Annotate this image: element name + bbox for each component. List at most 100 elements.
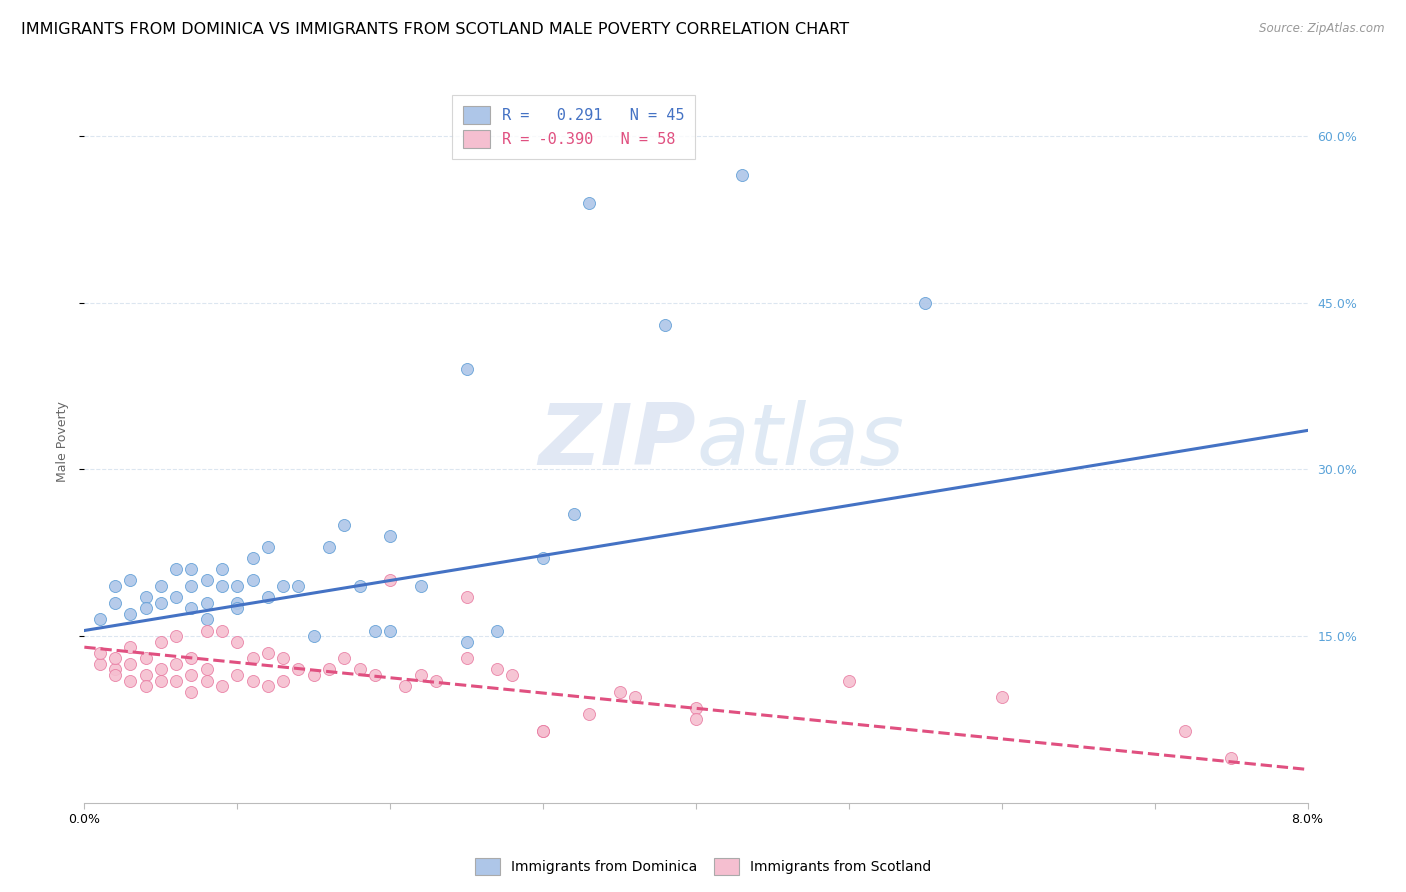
Point	[425, 673, 447, 688]
Point	[195, 662, 218, 676]
Point	[409, 668, 432, 682]
Point	[349, 662, 371, 676]
Point	[180, 601, 202, 615]
Point	[226, 668, 249, 682]
Point	[180, 579, 202, 593]
Point	[242, 574, 264, 588]
Point	[135, 668, 157, 682]
Point	[380, 574, 402, 588]
Point	[685, 701, 707, 715]
Point	[104, 596, 127, 610]
Point	[409, 579, 432, 593]
Point	[104, 668, 127, 682]
Point	[302, 629, 325, 643]
Legend: Immigrants from Dominica, Immigrants from Scotland: Immigrants from Dominica, Immigrants fro…	[470, 853, 936, 880]
Point	[89, 646, 111, 660]
Point	[165, 673, 187, 688]
Point	[333, 651, 356, 665]
Point	[89, 612, 111, 626]
Point	[165, 657, 187, 671]
Point	[257, 590, 280, 604]
Point	[165, 629, 187, 643]
Point	[104, 579, 127, 593]
Point	[211, 562, 233, 576]
Point	[531, 551, 554, 566]
Text: ZIP: ZIP	[538, 400, 696, 483]
Point	[578, 195, 600, 210]
Point	[394, 679, 416, 693]
Point	[226, 596, 249, 610]
Point	[120, 673, 142, 688]
Legend: R =   0.291   N = 45, R = -0.390   N = 58: R = 0.291 N = 45, R = -0.390 N = 58	[451, 95, 696, 159]
Point	[180, 668, 202, 682]
Point	[135, 601, 157, 615]
Point	[180, 684, 202, 698]
Point	[211, 624, 233, 638]
Point	[1220, 751, 1243, 765]
Point	[120, 607, 142, 621]
Point	[165, 562, 187, 576]
Text: Source: ZipAtlas.com: Source: ZipAtlas.com	[1260, 22, 1385, 36]
Point	[914, 295, 936, 310]
Point	[578, 706, 600, 721]
Point	[271, 579, 294, 593]
Point	[318, 662, 340, 676]
Point	[257, 540, 280, 554]
Point	[226, 579, 249, 593]
Point	[226, 601, 249, 615]
Point	[685, 713, 707, 727]
Point	[242, 551, 264, 566]
Point	[1174, 723, 1197, 738]
Point	[287, 579, 309, 593]
Point	[149, 579, 172, 593]
Point	[333, 517, 356, 532]
Y-axis label: Male Poverty: Male Poverty	[56, 401, 69, 482]
Point	[531, 723, 554, 738]
Point	[195, 574, 218, 588]
Point	[531, 723, 554, 738]
Point	[456, 634, 478, 648]
Point	[456, 362, 478, 376]
Point	[287, 662, 309, 676]
Point	[149, 673, 172, 688]
Point	[486, 662, 509, 676]
Point	[991, 690, 1014, 705]
Point	[364, 668, 387, 682]
Point	[135, 679, 157, 693]
Point	[195, 596, 218, 610]
Point	[195, 612, 218, 626]
Point	[654, 318, 676, 332]
Point	[135, 651, 157, 665]
Point	[135, 590, 157, 604]
Text: atlas: atlas	[696, 400, 904, 483]
Point	[149, 596, 172, 610]
Point	[120, 574, 142, 588]
Point	[318, 540, 340, 554]
Point	[609, 684, 631, 698]
Point	[211, 579, 233, 593]
Point	[180, 562, 202, 576]
Point	[89, 657, 111, 671]
Point	[195, 673, 218, 688]
Point	[195, 624, 218, 638]
Point	[104, 651, 127, 665]
Point	[149, 662, 172, 676]
Point	[226, 634, 249, 648]
Point	[502, 668, 524, 682]
Point	[242, 651, 264, 665]
Point	[364, 624, 387, 638]
Point	[380, 624, 402, 638]
Point	[486, 624, 509, 638]
Point	[456, 590, 478, 604]
Point	[624, 690, 647, 705]
Point	[271, 673, 294, 688]
Point	[271, 651, 294, 665]
Point	[562, 507, 585, 521]
Text: IMMIGRANTS FROM DOMINICA VS IMMIGRANTS FROM SCOTLAND MALE POVERTY CORRELATION CH: IMMIGRANTS FROM DOMINICA VS IMMIGRANTS F…	[21, 22, 849, 37]
Point	[380, 529, 402, 543]
Point	[302, 668, 325, 682]
Point	[242, 673, 264, 688]
Point	[120, 657, 142, 671]
Point	[165, 590, 187, 604]
Point	[149, 634, 172, 648]
